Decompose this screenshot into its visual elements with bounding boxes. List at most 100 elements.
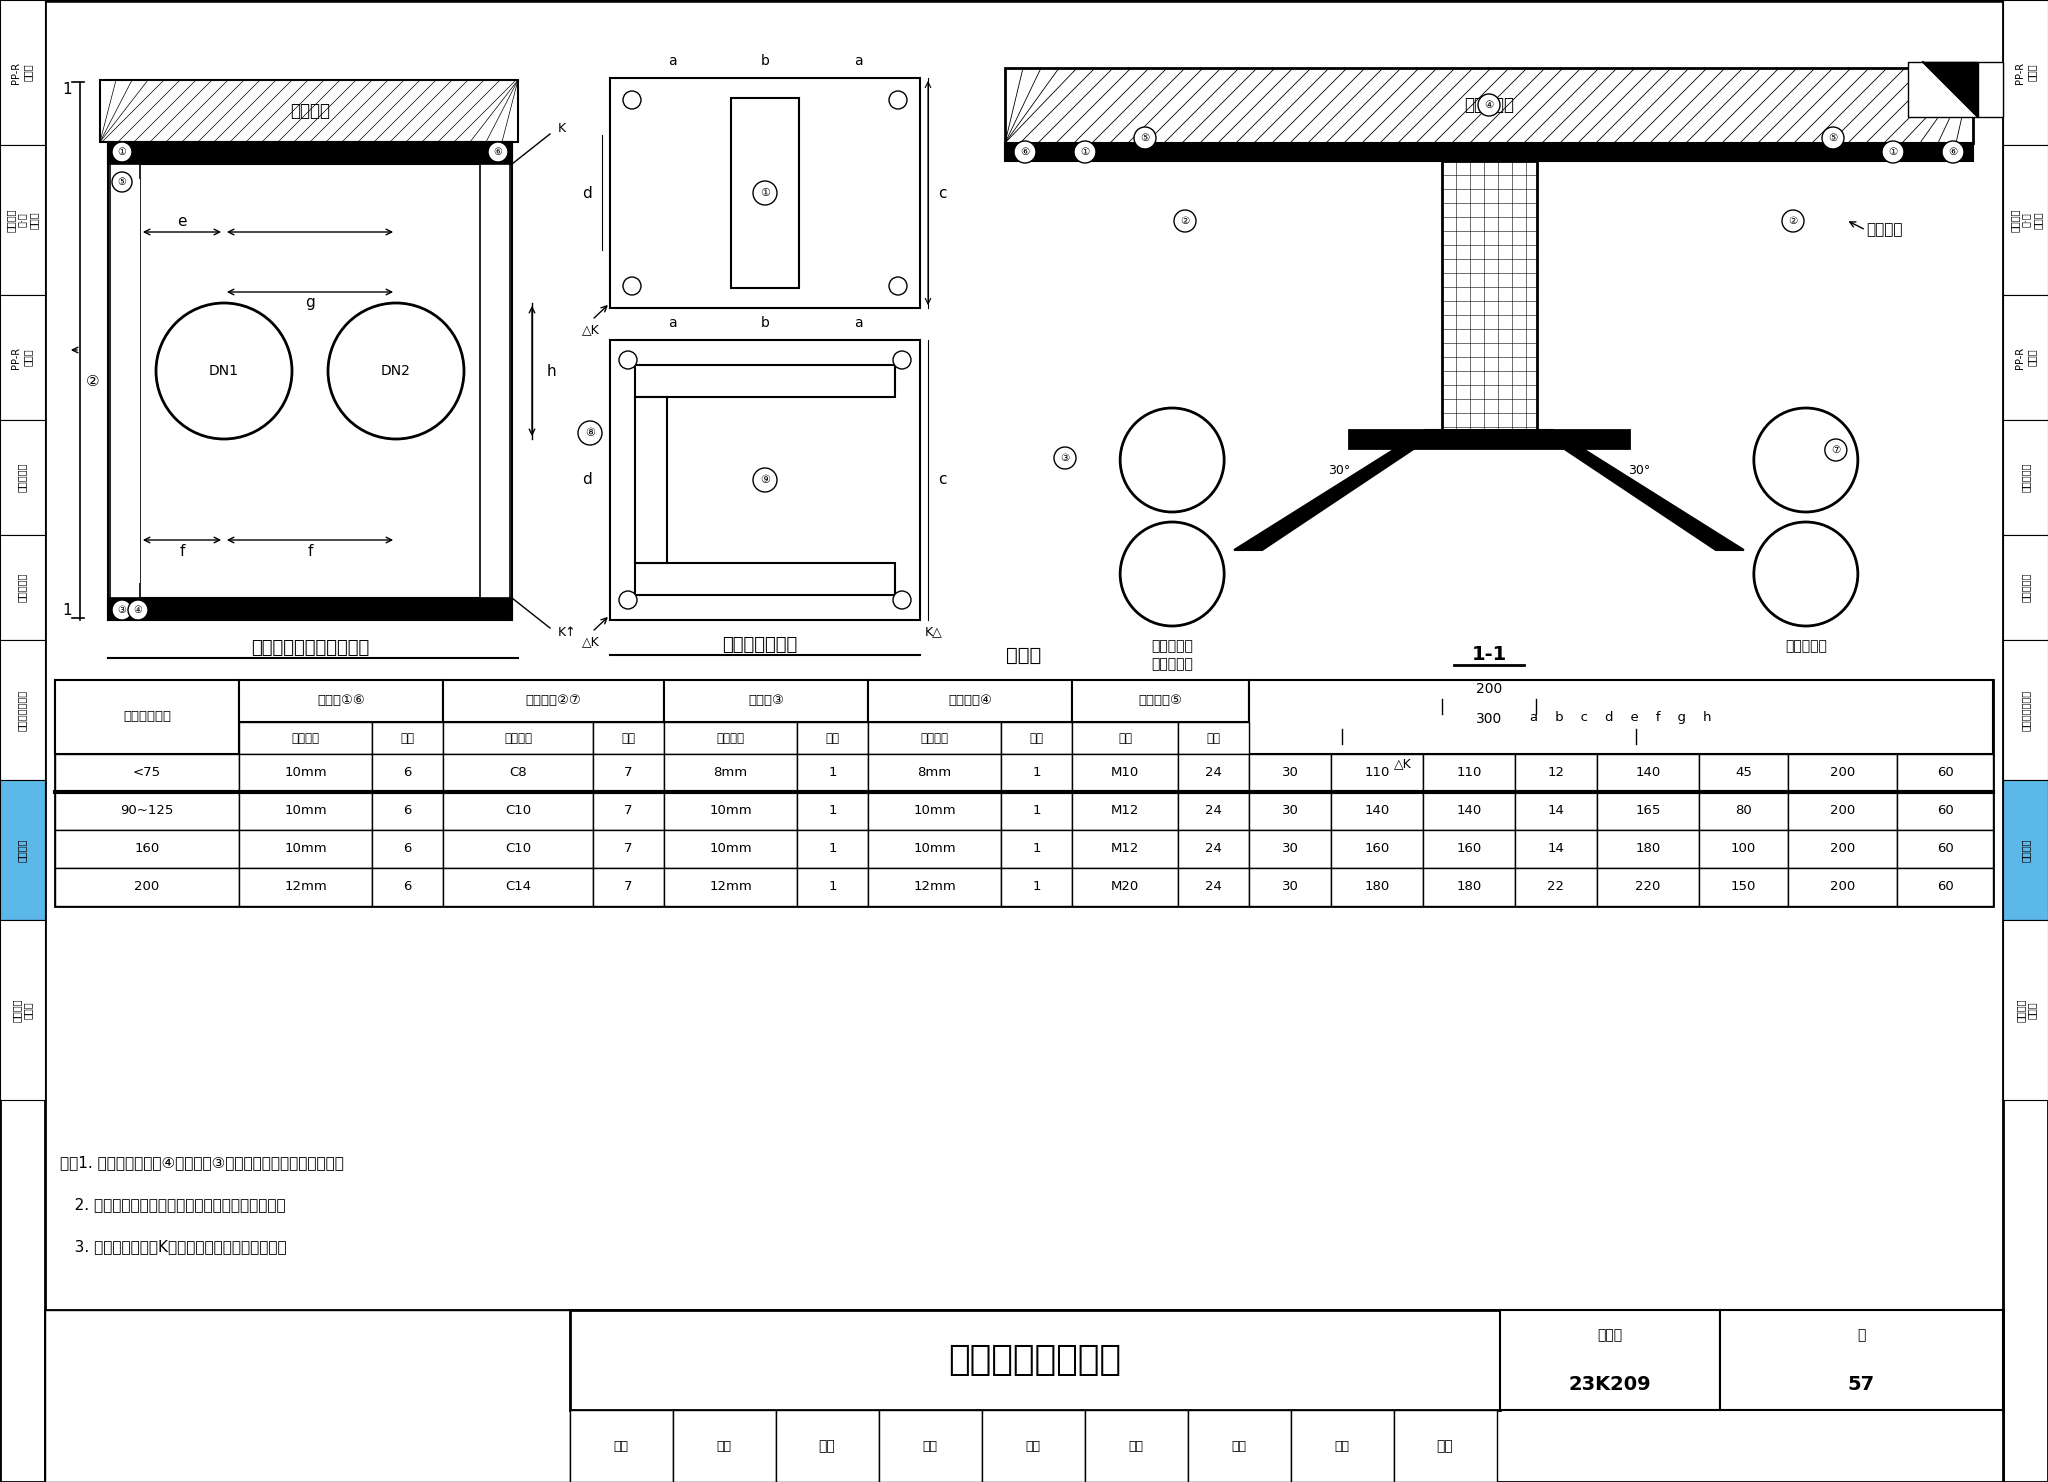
Bar <box>868 830 1001 868</box>
Bar <box>55 754 240 791</box>
Bar <box>1788 754 1896 791</box>
Bar <box>2003 419 2048 535</box>
Text: 金属过渡管: 金属过渡管 <box>1151 657 1194 671</box>
Bar <box>1001 791 1071 830</box>
Bar <box>664 754 797 791</box>
Text: ⑤: ⑤ <box>1141 133 1149 142</box>
Text: C10: C10 <box>506 842 530 855</box>
Text: 200: 200 <box>1477 682 1501 697</box>
Text: 1-1: 1-1 <box>1470 646 1507 664</box>
Bar <box>610 339 920 619</box>
Text: 160: 160 <box>135 842 160 855</box>
Bar <box>2003 535 2048 640</box>
Bar <box>1423 868 1516 906</box>
Circle shape <box>328 302 465 439</box>
Bar <box>373 830 442 868</box>
Text: 90~125: 90~125 <box>121 805 174 818</box>
Circle shape <box>1014 141 1036 163</box>
Bar <box>594 791 664 830</box>
Text: 7: 7 <box>625 880 633 894</box>
Bar <box>1516 754 1597 791</box>
Text: 30: 30 <box>1282 842 1298 855</box>
Text: 160: 160 <box>1456 842 1481 855</box>
Text: 12mm: 12mm <box>709 880 752 894</box>
Circle shape <box>754 181 776 205</box>
Bar <box>1423 754 1516 791</box>
Bar <box>868 722 1001 754</box>
Text: △K: △K <box>582 634 600 648</box>
Bar <box>2003 920 2048 1100</box>
Bar <box>45 1310 2003 1482</box>
Bar <box>0 780 45 920</box>
Text: 水平双管固定支架示意图: 水平双管固定支架示意图 <box>250 639 369 657</box>
Text: 固定底座④: 固定底座④ <box>948 695 991 707</box>
Text: 30°: 30° <box>1327 464 1350 477</box>
Bar <box>1516 791 1597 830</box>
Bar <box>594 868 664 906</box>
Text: 管道布置
与敷设: 管道布置 与敷设 <box>2015 999 2038 1021</box>
Bar <box>664 680 868 722</box>
Text: 子彭: 子彭 <box>1128 1439 1143 1452</box>
Text: 45: 45 <box>1735 766 1751 780</box>
Bar <box>1499 1310 1720 1409</box>
Circle shape <box>156 302 293 439</box>
Text: 1: 1 <box>1032 766 1040 780</box>
Bar <box>664 830 797 868</box>
Text: 8mm: 8mm <box>713 766 748 780</box>
Bar <box>1249 680 1993 754</box>
Bar <box>0 295 45 419</box>
Bar <box>1700 754 1788 791</box>
Text: 校对: 校对 <box>922 1439 938 1452</box>
Text: M12: M12 <box>1110 805 1139 818</box>
Bar <box>797 868 868 906</box>
Text: 1: 1 <box>1032 842 1040 855</box>
Text: M12: M12 <box>1110 842 1139 855</box>
Bar <box>1178 722 1249 754</box>
Text: ⑥: ⑥ <box>1020 147 1030 157</box>
Text: ①: ① <box>117 147 127 157</box>
Bar <box>0 419 45 535</box>
Text: 膨胀锚栓⑤: 膨胀锚栓⑤ <box>1139 695 1182 707</box>
Text: 页: 页 <box>1858 1328 1866 1343</box>
Circle shape <box>113 600 131 619</box>
Text: 7: 7 <box>625 842 633 855</box>
Bar <box>240 680 442 722</box>
Bar <box>442 791 594 830</box>
Text: 铝合金衬
托·托
、铝管: 铝合金衬 托·托 、铝管 <box>2009 209 2042 231</box>
Bar <box>1700 830 1788 868</box>
Circle shape <box>893 351 911 369</box>
Bar <box>569 1409 674 1482</box>
Bar <box>1516 830 1597 868</box>
Text: 60: 60 <box>1937 805 1954 818</box>
Bar <box>1331 791 1423 830</box>
Circle shape <box>1120 522 1225 625</box>
Bar <box>1178 754 1249 791</box>
Text: 2. 本图适用于复合塑料管水平双管固定支架安装。: 2. 本图适用于复合塑料管水平双管固定支架安装。 <box>59 1197 285 1212</box>
Text: 200: 200 <box>1829 842 1855 855</box>
Text: 注：1. 本表中固定底座④和补强板③作为一个整体构件制作安装。: 注：1. 本表中固定底座④和补强板③作为一个整体构件制作安装。 <box>59 1154 344 1169</box>
Text: 140: 140 <box>1636 766 1661 780</box>
Bar <box>731 98 799 288</box>
Text: 复合塑料管: 复合塑料管 <box>1151 639 1194 654</box>
Bar <box>1423 830 1516 868</box>
Circle shape <box>487 142 508 162</box>
Bar <box>594 830 664 868</box>
Text: C14: C14 <box>506 880 530 894</box>
Text: 最大公称外径: 最大公称外径 <box>123 710 170 723</box>
Text: 1: 1 <box>61 603 72 618</box>
Bar <box>1395 1409 1497 1482</box>
Text: 10mm: 10mm <box>913 805 956 818</box>
Text: 1: 1 <box>827 766 838 780</box>
Bar <box>1290 1409 1395 1482</box>
Bar <box>1788 791 1896 830</box>
Text: 23K209: 23K209 <box>1569 1375 1651 1395</box>
Bar <box>0 920 45 1100</box>
Text: 管道布置
与敷设: 管道布置 与敷设 <box>10 999 33 1021</box>
Circle shape <box>113 172 131 193</box>
Text: 200: 200 <box>1829 880 1855 894</box>
Bar <box>1071 830 1178 868</box>
Bar <box>240 754 373 791</box>
Text: K△: K△ <box>926 625 942 637</box>
Bar <box>1006 68 1972 142</box>
Text: ⑨: ⑨ <box>760 476 770 485</box>
